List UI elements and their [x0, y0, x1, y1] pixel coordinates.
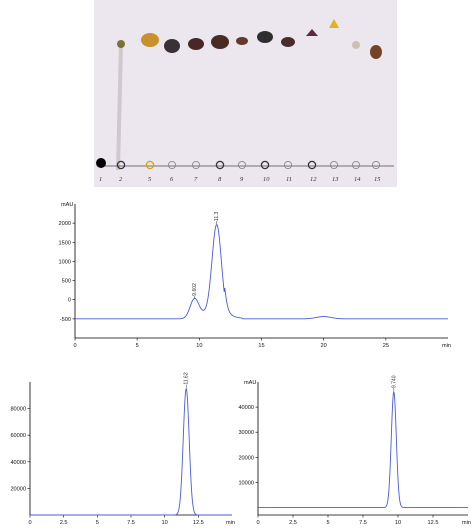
- x-tick-label: 5: [96, 520, 99, 526]
- tlc-origin-spot: [371, 160, 381, 170]
- y-tick-label: 0: [68, 298, 71, 304]
- peak-label: 9.740: [391, 375, 397, 388]
- y-tick-label: 20000: [238, 455, 254, 461]
- tlc-lane-label: 1: [99, 176, 102, 183]
- y-tick-label: 20000: [10, 486, 26, 492]
- tlc-lane-label: 12: [310, 176, 317, 183]
- tlc-origin-spot: [329, 160, 339, 170]
- peak-label: 11.628: [184, 372, 190, 385]
- x-tick-label: 10: [162, 520, 168, 526]
- tlc-plate-photo: 1 2 5 6 7 8 9 10 11 12 13 14 15: [94, 0, 397, 187]
- chromatogram-bottom-left: 20000 40000 60000 80000 0 2.5 5 7.5 10 12.5 min 11.…: [10, 372, 235, 526]
- tlc-band: [164, 39, 180, 53]
- peak-label: 11.3: [214, 211, 220, 221]
- y-tick-label: -500: [60, 317, 71, 323]
- y-tick-label: 1500: [59, 240, 71, 246]
- x-tick-label: 10: [395, 520, 401, 526]
- x-tick-label: 15: [258, 343, 264, 349]
- y-tick-label: 10000: [238, 480, 254, 486]
- x-tick-label: 5: [136, 343, 139, 349]
- tlc-band: [257, 31, 273, 43]
- y-axis-unit: mAU: [61, 202, 73, 208]
- y-tick-label: 1000: [59, 259, 71, 265]
- tlc-plate: [94, 0, 397, 187]
- y-tick-label: 500: [62, 279, 71, 285]
- chromatogram-trace: [258, 390, 468, 508]
- x-tick-label: 12.5: [193, 520, 204, 526]
- tlc-lane-label: 15: [374, 176, 381, 183]
- chromatogram-trace: [30, 387, 232, 516]
- tlc-band: [117, 40, 125, 48]
- tlc-origin-spot: [307, 160, 317, 170]
- x-axis-unit: min: [442, 343, 451, 349]
- tlc-origin-spot: [283, 160, 293, 170]
- x-tick-label: 0: [73, 343, 76, 349]
- x-tick-label: 5: [326, 520, 329, 526]
- x-tick-label: 10: [196, 343, 202, 349]
- x-tick-label: 20: [321, 343, 327, 349]
- x-axis-unit: min: [462, 520, 471, 526]
- y-tick-label: 80000: [10, 407, 26, 413]
- tlc-band: [188, 38, 204, 50]
- tlc-origin-spot: [351, 160, 361, 170]
- tlc-lane-label: 6: [170, 176, 174, 183]
- tlc-origin-spot: [116, 160, 126, 170]
- y-tick-label: 40000: [10, 460, 26, 466]
- tlc-origin-spot: [260, 160, 270, 170]
- tlc-lane-label: 9: [240, 176, 244, 183]
- x-tick-label: 12.5: [428, 520, 439, 526]
- chromatogram-bottom-right: 10000 20000 30000 40000 0 2.5 5 7.5 10 12.5 mAU min…: [238, 375, 471, 526]
- x-tick-label: 0: [28, 520, 31, 526]
- tlc-lane-label: 7: [194, 176, 198, 183]
- x-tick-label: 7.5: [359, 520, 367, 526]
- tlc-band: [281, 37, 295, 47]
- y-tick-label: 30000: [238, 430, 254, 436]
- tlc-band: [141, 33, 159, 47]
- tlc-lane-label: 14: [354, 176, 361, 183]
- tlc-band: [329, 19, 339, 28]
- peak-label: 9.602: [192, 283, 198, 296]
- x-tick-label: 7.5: [127, 520, 135, 526]
- tlc-origin-spot: [96, 158, 106, 168]
- x-tick-label: 25: [383, 343, 389, 349]
- tlc-band: [306, 29, 318, 36]
- tlc-band: [352, 41, 360, 49]
- tlc-band: [236, 37, 248, 45]
- tlc-lane-label: 11: [286, 176, 292, 183]
- tlc-lane-label: 2: [119, 176, 123, 183]
- y-tick-label: 2000: [59, 221, 71, 227]
- tlc-lane-label: 5: [148, 176, 152, 183]
- tlc-band: [370, 45, 382, 59]
- y-tick-label: 40000: [238, 405, 254, 411]
- tlc-lane-label: 10: [263, 176, 270, 183]
- x-tick-label: 2.5: [60, 520, 68, 526]
- chromatogram-trace: [75, 223, 448, 320]
- tlc-origin-spot: [237, 160, 247, 170]
- x-tick-label: 2.5: [289, 520, 297, 526]
- tlc-origin-spot: [191, 160, 201, 170]
- y-axis-unit: mAU: [244, 380, 256, 386]
- tlc-lane-label: 8: [218, 176, 222, 183]
- tlc-solvent-trail: [116, 43, 123, 171]
- x-tick-label: 0: [256, 520, 259, 526]
- tlc-origin-spot: [215, 160, 225, 170]
- tlc-lane-label: 13: [332, 176, 339, 183]
- tlc-band: [211, 35, 229, 49]
- tlc-origin-spot: [145, 160, 155, 170]
- x-axis-unit: min: [226, 520, 235, 526]
- tlc-origin-spot: [167, 160, 177, 170]
- chromatogram-top: -500 0 500 1000 1500 2000 0 5 10 15 20 25 mAU min 9.60…: [59, 202, 451, 349]
- y-tick-label: 60000: [10, 433, 26, 439]
